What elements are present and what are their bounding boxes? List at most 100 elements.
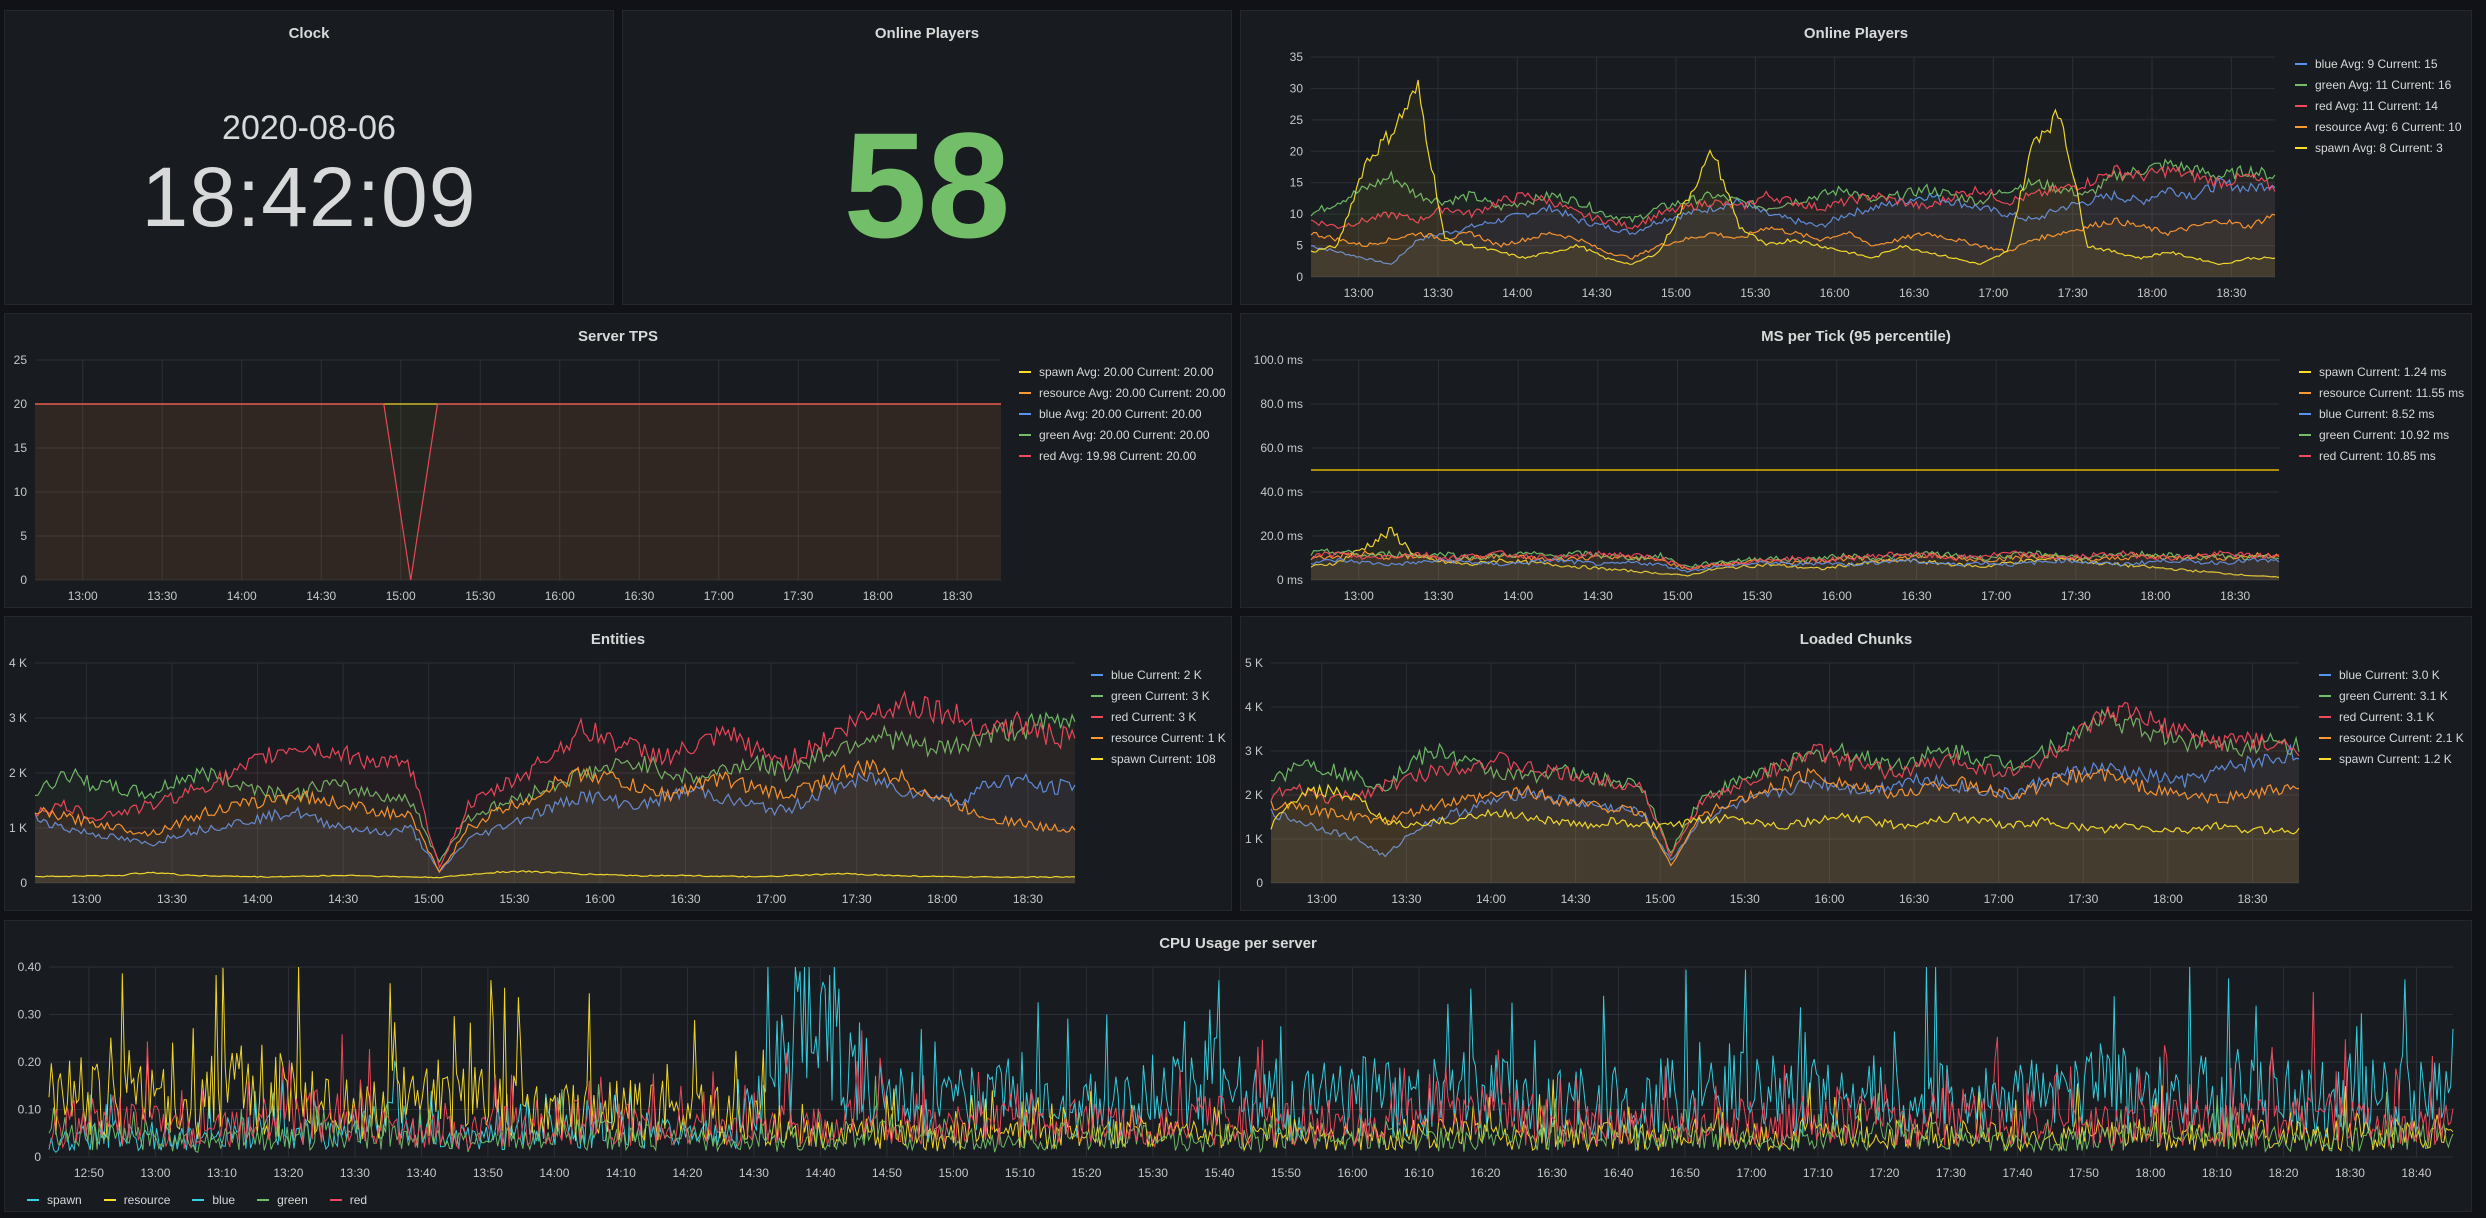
x-tick-label: 18:00	[927, 892, 957, 906]
legend-item[interactable]: spawn Current: 108	[1091, 748, 1226, 769]
x-tick-label: 18:30	[2220, 589, 2250, 603]
y-tick-label: 0	[20, 573, 27, 587]
series-line-blue	[1270, 743, 2300, 861]
legend-item[interactable]: red Current: 3.1 K	[2319, 706, 2464, 727]
x-tick-label: 18:30	[2237, 892, 2267, 906]
legend-item[interactable]: resource Avg: 20.00 Current: 20.00	[1019, 382, 1226, 403]
y-tick-label: 2 K	[1245, 788, 1263, 802]
x-tick-label: 15:30	[499, 892, 529, 906]
series-area-red	[1311, 165, 2275, 277]
legend-swatch	[2295, 62, 2307, 65]
x-tick-label: 17:10	[1803, 1166, 1833, 1180]
legend-swatch	[2319, 757, 2331, 760]
server-tps-chart[interactable]: 0 5 10 15 20 25 13:00 13:30 14:00 14:30 15:00 15:30…	[5, 314, 1232, 608]
series-line-resource	[34, 759, 1076, 874]
x-tick-label: 13:30	[1423, 589, 1453, 603]
panel-title[interactable]: CPU Usage per server	[1159, 935, 1317, 952]
x-tick-label: 17:00	[756, 892, 786, 906]
legend-item[interactable]: red Avg: 11 Current: 14	[2295, 95, 2462, 116]
panel-title[interactable]: Clock	[288, 25, 330, 42]
x-tick-label: 17:30	[842, 892, 872, 906]
y-tick-label: 20	[1290, 144, 1304, 158]
legend-item[interactable]: green Current: 3 K	[1091, 685, 1226, 706]
ms-per-tick-chart[interactable]: 0 ms 20.0 ms 40.0 ms 60.0 ms 80.0 ms 100.0 ms…	[1241, 314, 2472, 608]
x-tick-label: 15:40	[1204, 1166, 1234, 1180]
legend-item[interactable]: green	[257, 1193, 308, 1207]
clock-panel: Clock 2020-08-06 18:42:09	[4, 10, 614, 305]
x-tick-label: 18:00	[2153, 892, 2183, 906]
legend-item[interactable]: red Current: 3 K	[1091, 706, 1226, 727]
legend-swatch	[2319, 694, 2331, 697]
panel-title[interactable]: Online Players	[874, 25, 980, 42]
x-tick-label: 17:00	[704, 589, 734, 603]
x-tick-label: 18:30	[942, 589, 972, 603]
x-tick-label: 17:00	[1984, 892, 2014, 906]
y-tick-label: 3 K	[1245, 744, 1263, 758]
x-tick-label: 15:00	[938, 1166, 968, 1180]
legend-label: spawn	[47, 1193, 82, 1207]
x-tick-label: 14:40	[805, 1166, 835, 1180]
series-line-spawn	[1310, 79, 2276, 266]
legend-item[interactable]: spawn Avg: 20.00 Current: 20.00	[1019, 361, 1226, 382]
legend-item[interactable]: green Avg: 20.00 Current: 20.00	[1019, 424, 1226, 445]
legend-item[interactable]: resource Current: 2.1 K	[2319, 727, 2464, 748]
x-tick-label: 18:30	[2335, 1166, 2365, 1180]
legend-item[interactable]: green Current: 10.92 ms	[2299, 424, 2464, 445]
legend-item[interactable]: resource Current: 1 K	[1091, 727, 1226, 748]
entities-chart[interactable]: 0 1 K 2 K 3 K 4 K 13:00 13:30 14:00 14:30 15:00 15…	[5, 617, 1232, 911]
legend-label: blue Avg: 20.00 Current: 20.00	[1039, 406, 1202, 421]
legend-item[interactable]: spawn Current: 1.2 K	[2319, 748, 2464, 769]
legend-item[interactable]: blue Current: 3.0 K	[2319, 664, 2464, 685]
legend-item[interactable]: resource	[103, 1193, 170, 1207]
legend-item[interactable]: blue Current: 8.52 ms	[2299, 403, 2464, 424]
legend-swatch	[1091, 673, 1103, 676]
x-tick-label: 16:40	[1603, 1166, 1633, 1180]
panel-title[interactable]: MS per Tick (95 percentile)	[1761, 328, 1951, 345]
cpu-usage-panel: CPU Usage per server 0 0.10 0.20 0.30 0.40 12…	[4, 920, 2472, 1212]
online-players-chart[interactable]: 0 5 10 15 20 25 30 35 13:00 13:30 14:00 14:30 15:00 1…	[1241, 11, 2472, 305]
online-players-stat-panel: Online Players 58	[622, 10, 1232, 305]
legend-swatch	[2299, 412, 2311, 415]
x-tick-label: 15:10	[1005, 1166, 1035, 1180]
legend-item[interactable]: blue	[192, 1193, 235, 1207]
series-area-red	[1311, 550, 2279, 580]
cpu-usage-chart[interactable]: 0 0.10 0.20 0.30 0.40 12:50 13:00 13:10 13:20 13:…	[5, 921, 2472, 1212]
x-tick-label: 17:40	[2002, 1166, 2032, 1180]
y-tick-label: 20.0 ms	[1260, 529, 1303, 543]
legend-label: spawn Avg: 8 Current: 3	[2315, 140, 2443, 155]
y-tick-label: 4 K	[9, 656, 27, 670]
legend-item[interactable]: blue Avg: 20.00 Current: 20.00	[1019, 403, 1226, 424]
y-tick-label: 5	[20, 529, 27, 543]
x-tick-label: 13:20	[273, 1166, 303, 1180]
legend-item[interactable]: resource Current: 11.55 ms	[2299, 382, 2464, 403]
x-tick-label: 16:00	[1814, 892, 1844, 906]
panel-title[interactable]: Server TPS	[577, 328, 659, 345]
legend-label: green Avg: 20.00 Current: 20.00	[1039, 427, 1210, 442]
x-tick-label: 15:00	[1645, 892, 1675, 906]
legend-item[interactable]: blue Avg: 9 Current: 15	[2295, 53, 2462, 74]
panel-title[interactable]: Entities	[590, 631, 646, 648]
panel-title[interactable]: Loaded Chunks	[1799, 631, 1913, 648]
x-tick-label: 16:00	[1822, 589, 1852, 603]
y-tick-label: 0	[1296, 270, 1303, 284]
y-tick-label: 25	[14, 353, 28, 367]
legend-label: green Current: 10.92 ms	[2319, 427, 2450, 442]
series-area-red	[1271, 702, 2299, 883]
legend-item[interactable]: spawn Avg: 8 Current: 3	[2295, 137, 2462, 158]
series-area-resource	[35, 760, 1075, 883]
x-tick-label: 18:00	[2137, 286, 2167, 300]
loaded-chunks-chart[interactable]: 0 1 K 2 K 3 K 4 K 5 K 13:00 13:30 14:00 14:30 15:0…	[1241, 617, 2472, 911]
legend-item[interactable]: red Current: 10.85 ms	[2299, 445, 2464, 466]
legend-item[interactable]: spawn	[27, 1193, 82, 1207]
legend-item[interactable]: blue Current: 2 K	[1091, 664, 1226, 685]
legend-item[interactable]: resource Avg: 6 Current: 10	[2295, 116, 2462, 137]
legend-item[interactable]: spawn Current: 1.24 ms	[2299, 361, 2464, 382]
panel-title[interactable]: Online Players	[1803, 25, 1909, 42]
clock-date: 2020-08-06	[222, 109, 396, 147]
x-tick-label: 15:30	[1730, 892, 1760, 906]
y-tick-label: 4 K	[1245, 700, 1263, 714]
legend-item[interactable]: green Avg: 11 Current: 16	[2295, 74, 2462, 95]
legend-item[interactable]: red Avg: 19.98 Current: 20.00	[1019, 445, 1226, 466]
legend-item[interactable]: red	[329, 1193, 367, 1207]
legend-item[interactable]: green Current: 3.1 K	[2319, 685, 2464, 706]
